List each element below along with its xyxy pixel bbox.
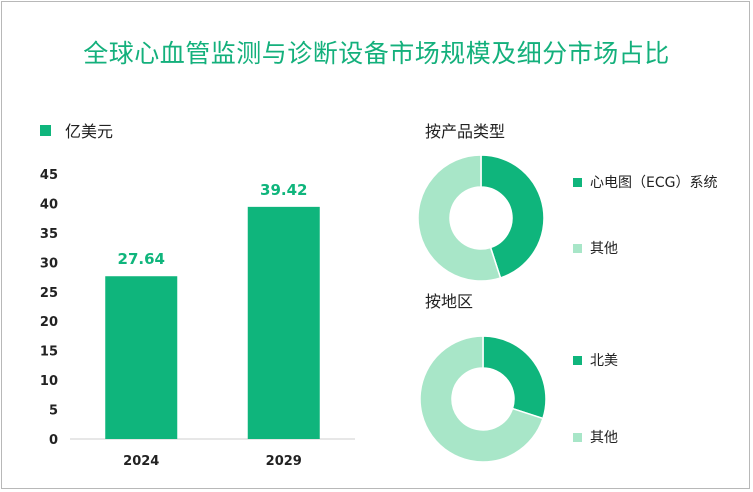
pie2-legend-item-other: 其他 — [573, 427, 618, 447]
pie1-legend-swatch-other — [573, 243, 582, 253]
bar-2024 — [105, 276, 178, 439]
pie1-slice-0 — [480, 154, 545, 279]
pie1-slice-1 — [417, 154, 502, 282]
pie1-legend-item-other: 其他 — [573, 238, 618, 258]
y-tick-label-6: 30 — [40, 256, 58, 271]
pie2-legend-label-other: 其他 — [590, 430, 618, 446]
x-tick-label-2024: 2024 — [123, 454, 159, 469]
pie1-legend-swatch-ecg — [573, 177, 582, 187]
y-tick-label-0: 0 — [49, 433, 58, 448]
chart-title: 全球心血管监测与诊断设备市场规模及细分市场占比 — [83, 39, 670, 68]
bar-value-label-2029: 39.42 — [260, 181, 307, 199]
pie2-legend-item-na: 北美 — [573, 350, 618, 370]
y-tick-label-8: 40 — [40, 197, 58, 212]
bar-2029 — [247, 206, 320, 439]
pie1-legend-item-ecg: 心电图（ECG）系统 — [573, 172, 717, 192]
y-tick-label-7: 35 — [40, 227, 58, 242]
bar-legend: 亿美元 — [40, 118, 113, 142]
x-tick-label-2029: 2029 — [266, 454, 302, 469]
pie2-slice-1 — [419, 335, 544, 463]
y-tick-label-9: 45 — [40, 168, 58, 183]
pie1-legend-label-other: 其他 — [590, 241, 618, 257]
pie2-legend-swatch-other — [573, 432, 582, 442]
bar-legend-swatch — [40, 124, 51, 136]
y-tick-label-5: 25 — [40, 286, 58, 301]
y-tick-label-1: 5 — [49, 404, 58, 419]
y-tick-label-3: 15 — [40, 345, 58, 360]
y-tick-label-4: 20 — [40, 315, 58, 330]
pie2-title: 按地区 — [425, 292, 474, 311]
pie2-slice-0 — [482, 335, 547, 420]
bar-legend-label: 亿美元 — [65, 122, 114, 141]
pie2-legend-swatch-na — [573, 355, 582, 365]
pie2-legend-label-na: 北美 — [590, 353, 618, 369]
bar-value-label-2024: 27.64 — [118, 250, 165, 268]
pie1-title: 按产品类型 — [425, 122, 506, 141]
y-tick-label-2: 10 — [40, 374, 58, 389]
pie1-legend-label-ecg: 心电图（ECG）系统 — [590, 175, 718, 191]
